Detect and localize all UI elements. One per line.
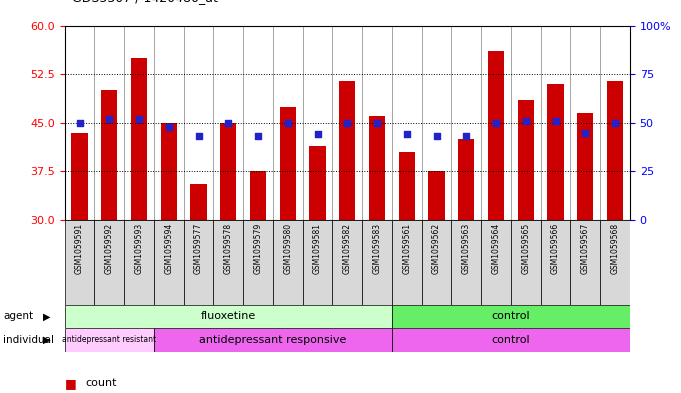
Bar bbox=[548, 84, 564, 220]
Bar bbox=[577, 113, 593, 220]
Bar bbox=[220, 123, 236, 220]
Text: agent: agent bbox=[3, 311, 33, 321]
Bar bbox=[161, 123, 177, 220]
Point bbox=[193, 133, 204, 140]
Text: ■: ■ bbox=[65, 376, 76, 390]
Point bbox=[431, 133, 442, 140]
Bar bbox=[302, 220, 332, 305]
Bar bbox=[458, 139, 475, 220]
Point bbox=[163, 123, 174, 130]
Bar bbox=[518, 100, 534, 220]
Bar bbox=[124, 220, 154, 305]
Bar bbox=[95, 220, 124, 305]
Bar bbox=[213, 220, 243, 305]
Point bbox=[133, 116, 144, 122]
Bar bbox=[243, 220, 273, 305]
Bar bbox=[422, 220, 452, 305]
Point bbox=[609, 119, 620, 126]
Bar bbox=[154, 328, 392, 352]
Bar bbox=[392, 220, 422, 305]
Point bbox=[550, 118, 561, 124]
Text: antidepressant responsive: antidepressant responsive bbox=[200, 335, 347, 345]
Bar bbox=[65, 220, 95, 305]
Bar bbox=[369, 116, 385, 220]
Point bbox=[312, 131, 323, 138]
Text: GSM1059578: GSM1059578 bbox=[224, 222, 233, 274]
Bar bbox=[488, 51, 504, 220]
Text: GSM1059567: GSM1059567 bbox=[581, 222, 590, 274]
Text: GSM1059583: GSM1059583 bbox=[373, 222, 381, 274]
Text: GSM1059564: GSM1059564 bbox=[492, 222, 501, 274]
Point bbox=[461, 133, 472, 140]
Bar bbox=[607, 81, 623, 220]
Bar bbox=[392, 328, 630, 352]
Bar bbox=[332, 220, 362, 305]
Bar bbox=[250, 171, 266, 220]
Bar bbox=[428, 171, 445, 220]
Point bbox=[401, 131, 412, 138]
Bar bbox=[511, 220, 541, 305]
Bar bbox=[309, 145, 326, 220]
Bar bbox=[184, 220, 213, 305]
Point bbox=[372, 119, 383, 126]
Text: control: control bbox=[492, 311, 530, 321]
Bar bbox=[101, 90, 118, 220]
Bar bbox=[339, 81, 355, 220]
Text: GSM1059591: GSM1059591 bbox=[75, 222, 84, 274]
Bar bbox=[154, 220, 184, 305]
Bar bbox=[131, 58, 147, 220]
Text: GSM1059582: GSM1059582 bbox=[343, 222, 352, 274]
Point bbox=[74, 119, 85, 126]
Text: GSM1059566: GSM1059566 bbox=[551, 222, 560, 274]
Bar bbox=[362, 220, 392, 305]
Point bbox=[520, 118, 531, 124]
Bar bbox=[600, 220, 630, 305]
Text: GSM1059593: GSM1059593 bbox=[135, 222, 144, 274]
Text: antidepressant resistant: antidepressant resistant bbox=[62, 336, 157, 344]
Text: GSM1059577: GSM1059577 bbox=[194, 222, 203, 274]
Text: ▶: ▶ bbox=[42, 311, 50, 321]
Text: ▶: ▶ bbox=[42, 335, 50, 345]
Text: count: count bbox=[85, 378, 116, 388]
Bar bbox=[481, 220, 511, 305]
Bar bbox=[452, 220, 481, 305]
Bar bbox=[72, 132, 88, 220]
Text: GSM1059562: GSM1059562 bbox=[432, 222, 441, 274]
Text: GSM1059579: GSM1059579 bbox=[253, 222, 263, 274]
Point bbox=[283, 119, 294, 126]
Bar bbox=[571, 220, 600, 305]
Text: individual: individual bbox=[3, 335, 54, 345]
Text: GSM1059568: GSM1059568 bbox=[611, 222, 620, 274]
Text: GSM1059563: GSM1059563 bbox=[462, 222, 471, 274]
Point bbox=[342, 119, 353, 126]
Point bbox=[104, 116, 115, 122]
Bar bbox=[280, 107, 296, 220]
Text: control: control bbox=[492, 335, 530, 345]
Text: GSM1059565: GSM1059565 bbox=[521, 222, 530, 274]
Bar bbox=[191, 184, 207, 220]
Text: GSM1059581: GSM1059581 bbox=[313, 222, 322, 274]
Point bbox=[490, 119, 501, 126]
Bar bbox=[398, 152, 415, 220]
Point bbox=[253, 133, 264, 140]
Text: GDS5307 / 1420480_at: GDS5307 / 1420480_at bbox=[72, 0, 217, 4]
Text: GSM1059580: GSM1059580 bbox=[283, 222, 292, 274]
Point bbox=[223, 119, 234, 126]
Bar bbox=[65, 328, 154, 352]
Text: GSM1059594: GSM1059594 bbox=[164, 222, 174, 274]
Text: GSM1059592: GSM1059592 bbox=[105, 222, 114, 274]
Bar bbox=[273, 220, 302, 305]
Bar bbox=[65, 305, 392, 328]
Text: fluoxetine: fluoxetine bbox=[201, 311, 256, 321]
Point bbox=[580, 129, 590, 136]
Text: GSM1059561: GSM1059561 bbox=[402, 222, 411, 274]
Bar bbox=[392, 305, 630, 328]
Bar bbox=[541, 220, 571, 305]
